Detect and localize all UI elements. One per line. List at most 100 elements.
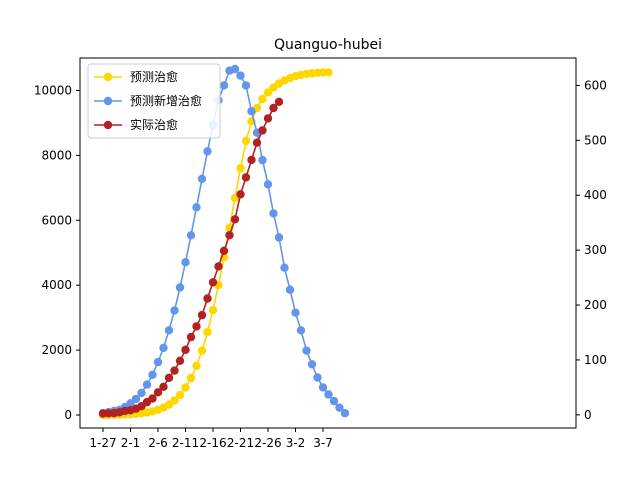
legend-label-2: 实际治愈 bbox=[130, 117, 178, 132]
series-point-1-15 bbox=[181, 258, 190, 267]
x-tick-label-1: 2-1 bbox=[121, 436, 141, 450]
series-point-0-29 bbox=[258, 94, 267, 104]
series-point-0-16 bbox=[186, 373, 196, 383]
series-point-1-43 bbox=[335, 403, 344, 412]
series-point-0-25 bbox=[236, 164, 245, 173]
series-1 bbox=[98, 64, 350, 418]
series-point-0-13 bbox=[170, 396, 179, 405]
series-point-2-9 bbox=[148, 394, 157, 403]
series-point-2-29 bbox=[258, 126, 267, 135]
series-point-2-25 bbox=[236, 190, 245, 199]
series-point-1-29 bbox=[258, 155, 267, 165]
series-point-1-13 bbox=[170, 306, 179, 315]
y-right-tick-label-6: 600 bbox=[584, 78, 607, 92]
y-left-tick-label-1: 2000 bbox=[41, 343, 72, 357]
series-point-1-14 bbox=[175, 283, 185, 292]
legend-marker-0 bbox=[103, 72, 113, 82]
series-point-1-22 bbox=[219, 81, 229, 90]
series-point-0-30 bbox=[263, 88, 273, 97]
series-point-0-17 bbox=[192, 361, 201, 370]
legend-marker-2 bbox=[103, 120, 113, 130]
series-point-1-10 bbox=[153, 357, 163, 367]
x-tick-label-2: 2-6 bbox=[148, 436, 168, 450]
series-point-1-33 bbox=[280, 263, 289, 272]
x-tick-label-0: 1-27 bbox=[89, 436, 116, 450]
series-point-1-40 bbox=[318, 383, 328, 392]
series-point-2-10 bbox=[153, 388, 163, 397]
series-point-1-26 bbox=[241, 81, 251, 90]
series-point-1-7 bbox=[137, 388, 146, 398]
series-point-2-12 bbox=[164, 373, 174, 382]
series-point-1-11 bbox=[159, 343, 168, 353]
series-point-2-26 bbox=[241, 173, 251, 182]
series-point-1-8 bbox=[142, 380, 152, 389]
series-point-2-19 bbox=[203, 294, 212, 303]
series-point-1-27 bbox=[247, 107, 256, 116]
series-point-1-37 bbox=[302, 346, 311, 355]
y-left-tick-label-3: 6000 bbox=[41, 213, 72, 227]
series-point-1-6 bbox=[131, 394, 141, 404]
y-right-tick-label-2: 200 bbox=[584, 298, 607, 312]
series-point-2-21 bbox=[214, 262, 223, 271]
series-point-2-17 bbox=[192, 322, 201, 331]
series-point-2-28 bbox=[252, 138, 262, 147]
series-point-2-20 bbox=[208, 278, 218, 287]
x-tick-label-3: 2-11 bbox=[172, 436, 199, 450]
y-right-tick-label-5: 500 bbox=[584, 133, 607, 147]
x-tick-label-5: 2-21 bbox=[227, 436, 254, 450]
y-right-tick-label-4: 400 bbox=[584, 188, 607, 202]
series-point-2-15 bbox=[181, 345, 190, 354]
series-point-0-26 bbox=[241, 136, 251, 146]
series-point-1-17 bbox=[192, 203, 201, 212]
series-point-1-39 bbox=[313, 373, 322, 382]
legend-label-0: 预测治愈 bbox=[130, 69, 178, 84]
series-point-1-36 bbox=[296, 326, 306, 335]
series-point-1-31 bbox=[269, 209, 278, 218]
series-point-0-14 bbox=[175, 390, 185, 400]
plot-frame bbox=[79, 57, 577, 429]
series-point-0-41 bbox=[324, 68, 333, 77]
series-point-1-19 bbox=[203, 147, 212, 156]
x-tick-label-7: 3-2 bbox=[286, 436, 306, 450]
legend-marker-1 bbox=[103, 96, 113, 106]
series-point-1-32 bbox=[274, 233, 284, 242]
x-tick-label-6: 2-26 bbox=[254, 436, 281, 450]
series-point-0-20 bbox=[208, 305, 218, 315]
series-point-2-31 bbox=[269, 103, 278, 113]
series-point-1-24 bbox=[230, 64, 240, 74]
axes: 1-27 2-1 2-6 2-11 2-16 2-21 2-26 3-2 3-702000400… bbox=[34, 78, 607, 450]
legend-label-1: 预测新增治愈 bbox=[130, 93, 202, 108]
series-point-2-16 bbox=[186, 332, 196, 342]
series-point-1-30 bbox=[263, 180, 273, 189]
y-left-tick-label-0: 0 bbox=[64, 408, 72, 422]
plot-area bbox=[98, 64, 350, 420]
y-right-tick-label-0: 0 bbox=[584, 408, 592, 422]
legend-box bbox=[87, 63, 221, 139]
series-point-2-18 bbox=[197, 310, 207, 320]
series-point-1-42 bbox=[329, 396, 339, 406]
y-right-tick-label-3: 300 bbox=[584, 243, 607, 257]
series-point-2-14 bbox=[175, 356, 185, 365]
series-point-1-18 bbox=[197, 174, 207, 183]
series-point-2-27 bbox=[247, 155, 256, 165]
series-point-0-19 bbox=[203, 327, 212, 337]
x-tick-label-8: 3-7 bbox=[313, 436, 333, 450]
y-left-tick-label-4: 8000 bbox=[41, 148, 72, 162]
series-point-2-30 bbox=[263, 114, 273, 123]
series-point-2-32 bbox=[274, 97, 284, 107]
y-left-tick-label-2: 4000 bbox=[41, 278, 72, 292]
series-2 bbox=[98, 97, 284, 418]
series-point-0-15 bbox=[181, 383, 190, 392]
series-point-1-38 bbox=[307, 360, 317, 369]
series-point-1-16 bbox=[186, 231, 196, 240]
series-point-2-22 bbox=[219, 246, 229, 255]
series-point-2-24 bbox=[230, 215, 240, 224]
chart-title: Quanguo-hubei bbox=[274, 37, 382, 53]
series-point-1-34 bbox=[285, 285, 295, 294]
series-point-1-35 bbox=[291, 308, 300, 317]
series-point-2-13 bbox=[170, 366, 179, 375]
y-right-tick-label-1: 100 bbox=[584, 353, 607, 367]
